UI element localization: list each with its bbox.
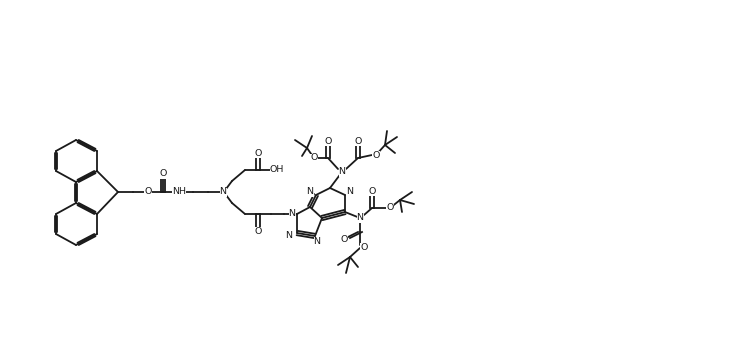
Text: N: N [288, 209, 296, 218]
Text: N: N [219, 187, 227, 196]
Text: N: N [347, 187, 353, 196]
Text: O: O [372, 150, 379, 159]
Text: N: N [356, 214, 364, 223]
Text: N: N [339, 168, 345, 177]
Text: NH: NH [172, 187, 186, 196]
Text: OH: OH [270, 165, 285, 174]
Text: O: O [368, 186, 376, 195]
Text: O: O [254, 227, 262, 236]
Text: O: O [144, 187, 152, 196]
Text: N: N [313, 237, 321, 245]
Text: N: N [285, 230, 293, 239]
Text: O: O [354, 136, 362, 146]
Text: O: O [386, 203, 393, 213]
Text: O: O [340, 236, 348, 245]
Text: N: N [307, 187, 313, 196]
Text: O: O [254, 149, 262, 157]
Text: O: O [325, 136, 332, 146]
Text: O: O [360, 243, 368, 252]
Text: O: O [159, 170, 167, 178]
Text: O: O [310, 154, 318, 163]
